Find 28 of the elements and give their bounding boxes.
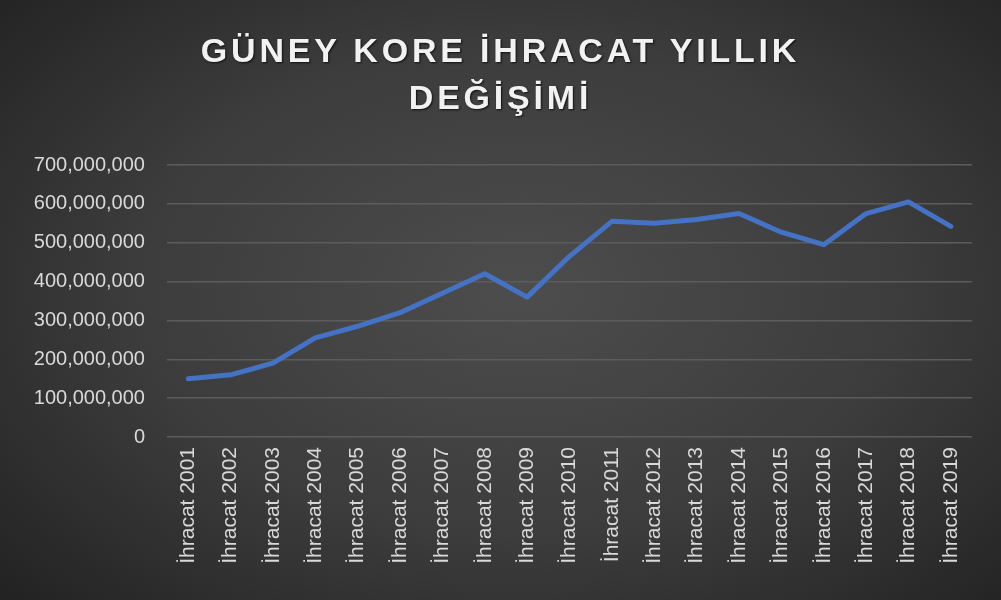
y-tick-label: 0	[133, 424, 145, 447]
y-tick-label: 100,000,000	[33, 385, 145, 408]
x-tick-label: İhracat 2003	[259, 447, 283, 564]
y-tick-label: 600,000,000	[33, 191, 145, 214]
y-tick-label: 700,000,000	[33, 152, 145, 175]
y-tick-label: 500,000,000	[33, 230, 145, 253]
x-tick-label: İhracat 2008	[471, 447, 495, 564]
chart-title: GÜNEY KORE İHRACAT YILLIK DEĞİŞİMİ	[199, 30, 802, 118]
x-tick-label: İhracat 2004	[302, 446, 326, 564]
x-tick-label: İhracat 2019	[937, 447, 961, 564]
x-tick-label: İhracat 2017	[852, 447, 876, 564]
x-tick-label: İhracat 2011	[598, 447, 622, 563]
x-tick-label: İhracat 2015	[768, 447, 792, 564]
x-tick-label: İhracat 2009	[513, 447, 537, 564]
x-tick-label: İhracat 2001	[174, 447, 198, 564]
x-tick-label: İhracat 2002	[217, 447, 241, 564]
x-tick-label: İhracat 2014	[725, 446, 749, 564]
x-tick-label: İhracat 2013	[683, 447, 707, 564]
y-tick-label: 400,000,000	[33, 269, 145, 292]
y-tick-label: 300,000,000	[33, 307, 145, 330]
x-tick-label: İhracat 2010	[556, 447, 580, 564]
x-tick-label: İhracat 2007	[429, 447, 453, 564]
x-tick-label: İhracat 2012	[641, 447, 665, 564]
x-tick-label: İhracat 2005	[344, 447, 368, 564]
y-tick-label: 200,000,000	[33, 346, 145, 369]
x-tick-label: İhracat 2006	[386, 447, 410, 564]
x-tick-label: İhracat 2018	[895, 447, 919, 564]
x-tick-label: İhracat 2016	[810, 447, 834, 564]
